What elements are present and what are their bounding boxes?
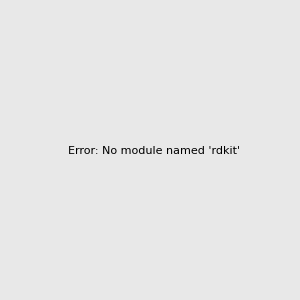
Text: Error: No module named 'rdkit': Error: No module named 'rdkit' <box>68 146 240 157</box>
